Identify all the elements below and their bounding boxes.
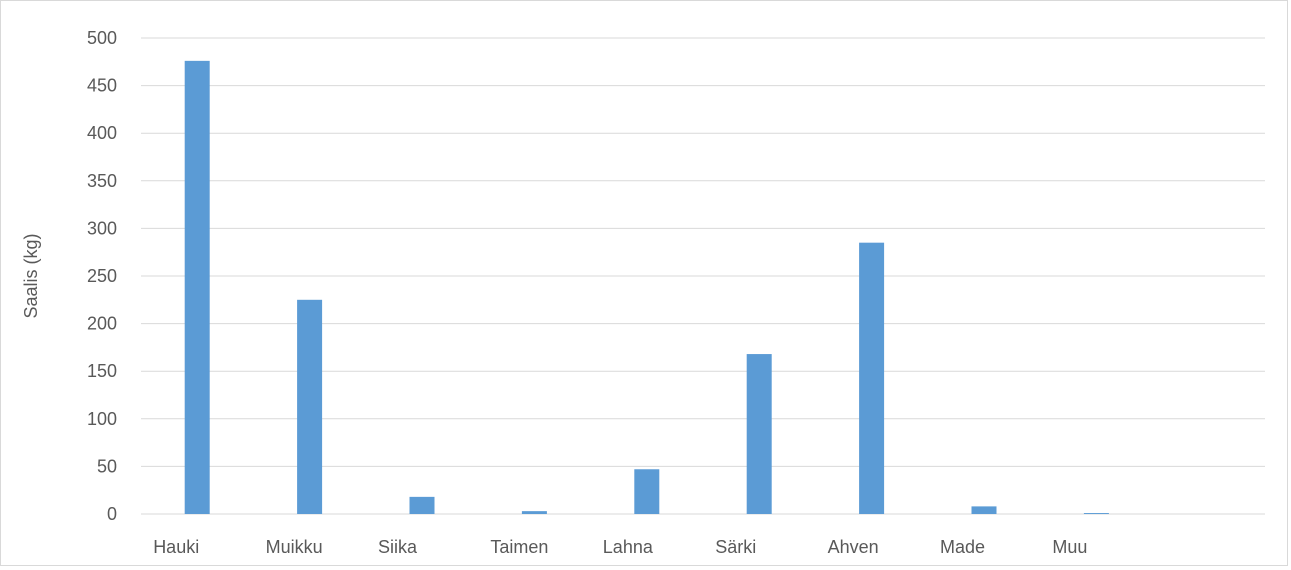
y-tick-label: 350	[87, 171, 117, 191]
bar-muikku	[297, 299, 323, 514]
bar-ahven	[859, 242, 885, 514]
x-tick-label: Ahven	[828, 537, 879, 557]
x-axis-tick-labels: Hauki Muikku Siika Taimen Lahna Särki Ahven Mad…	[153, 537, 1087, 557]
y-tick-label: 450	[87, 76, 117, 96]
bar-made	[971, 506, 997, 514]
bar-taimen	[521, 511, 547, 514]
bar-siika	[409, 496, 435, 514]
gridlines	[141, 37, 1265, 515]
y-tick-label: 400	[87, 123, 117, 143]
y-tick-label: 500	[87, 28, 117, 48]
y-tick-label: 50	[97, 456, 117, 476]
x-tick-label: Made	[940, 537, 985, 557]
y-tick-label: 100	[87, 409, 117, 429]
x-tick-label: Muikku	[266, 537, 323, 557]
x-tick-label: Särki	[715, 537, 756, 557]
y-axis-tick-labels: 0 50 100 150 200 250 300 350 400 450 500	[87, 28, 117, 524]
bar-lahna	[634, 469, 660, 514]
y-tick-label: 200	[87, 314, 117, 334]
y-axis-title: Saalis (kg)	[21, 233, 41, 318]
bar-särki	[746, 354, 772, 514]
x-tick-label: Lahna	[603, 537, 654, 557]
x-tick-label: Siika	[378, 537, 418, 557]
x-tick-label: Hauki	[153, 537, 199, 557]
y-tick-label: 0	[107, 504, 117, 524]
x-tick-label: Muu	[1052, 537, 1087, 557]
x-tick-label: Taimen	[490, 537, 548, 557]
bar-muu	[1083, 513, 1109, 514]
bar-hauki	[184, 60, 210, 515]
y-tick-label: 300	[87, 218, 117, 238]
y-tick-label: 250	[87, 266, 117, 286]
bars	[184, 60, 1109, 515]
y-tick-label: 150	[87, 361, 117, 381]
